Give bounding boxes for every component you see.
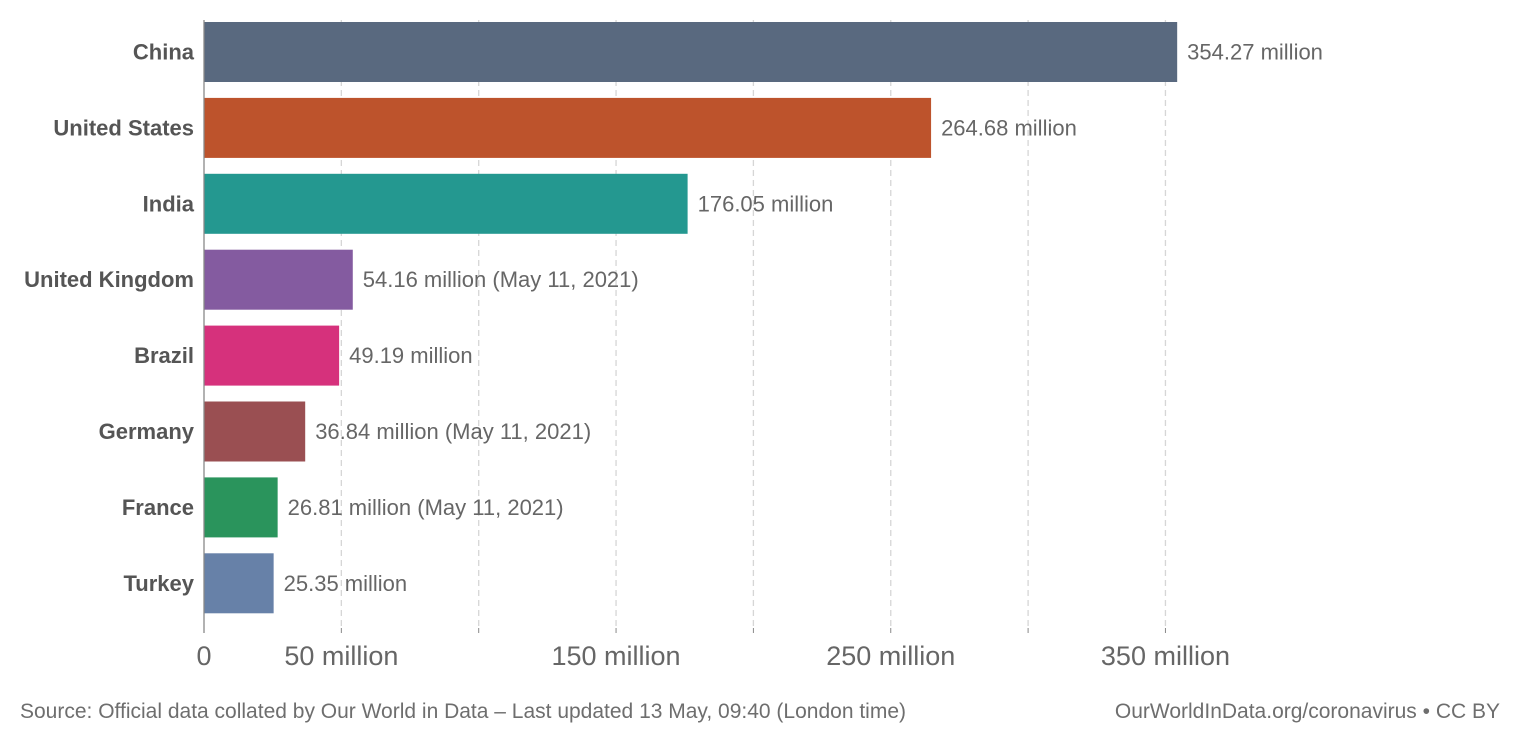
bar[interactable] [204, 325, 340, 386]
category-label: United Kingdom [24, 267, 194, 292]
bar-chart: China 354.27 million United States 264.68 m… [24, 20, 1323, 671]
source-note: Source: Official data collated by Our Wo… [20, 700, 906, 723]
x-axis: 0 50 million 150 million 250 million 350 mil… [196, 20, 1230, 671]
bar[interactable] [204, 477, 278, 538]
category-label: France [122, 495, 194, 520]
value-label: 54.16 million (May 11, 2021) [363, 267, 639, 292]
category-label: Brazil [134, 343, 194, 368]
bars: China 354.27 million United States 264.68 m… [24, 22, 1323, 614]
value-label: 36.84 million (May 11, 2021) [315, 419, 591, 444]
category-label: Turkey [123, 571, 194, 596]
bar[interactable] [204, 97, 932, 158]
tick-label: 350 million [1101, 641, 1230, 671]
category-label: India [143, 191, 195, 216]
bar[interactable] [204, 173, 688, 234]
value-label: 264.68 million [941, 115, 1077, 140]
tick-label: 50 million [284, 641, 398, 671]
category-label: Germany [99, 419, 195, 444]
tick-label: 150 million [552, 641, 681, 671]
value-label: 176.05 million [698, 191, 834, 216]
value-label: 26.81 million (May 11, 2021) [288, 495, 564, 520]
bar[interactable] [204, 553, 274, 614]
value-label: 25.35 million [284, 571, 408, 596]
bar[interactable] [204, 22, 1178, 82]
tick-label: 0 [196, 641, 211, 671]
value-label: 49.19 million [349, 343, 473, 368]
bar[interactable] [204, 401, 306, 462]
category-label: China [133, 40, 195, 65]
bar[interactable] [204, 249, 353, 310]
tick-label: 250 million [826, 641, 955, 671]
value-label: 354.27 million [1187, 40, 1323, 65]
credit-link[interactable]: OurWorldInData.org/coronavirus • CC BY [1114, 700, 1500, 723]
category-label: United States [53, 115, 194, 140]
